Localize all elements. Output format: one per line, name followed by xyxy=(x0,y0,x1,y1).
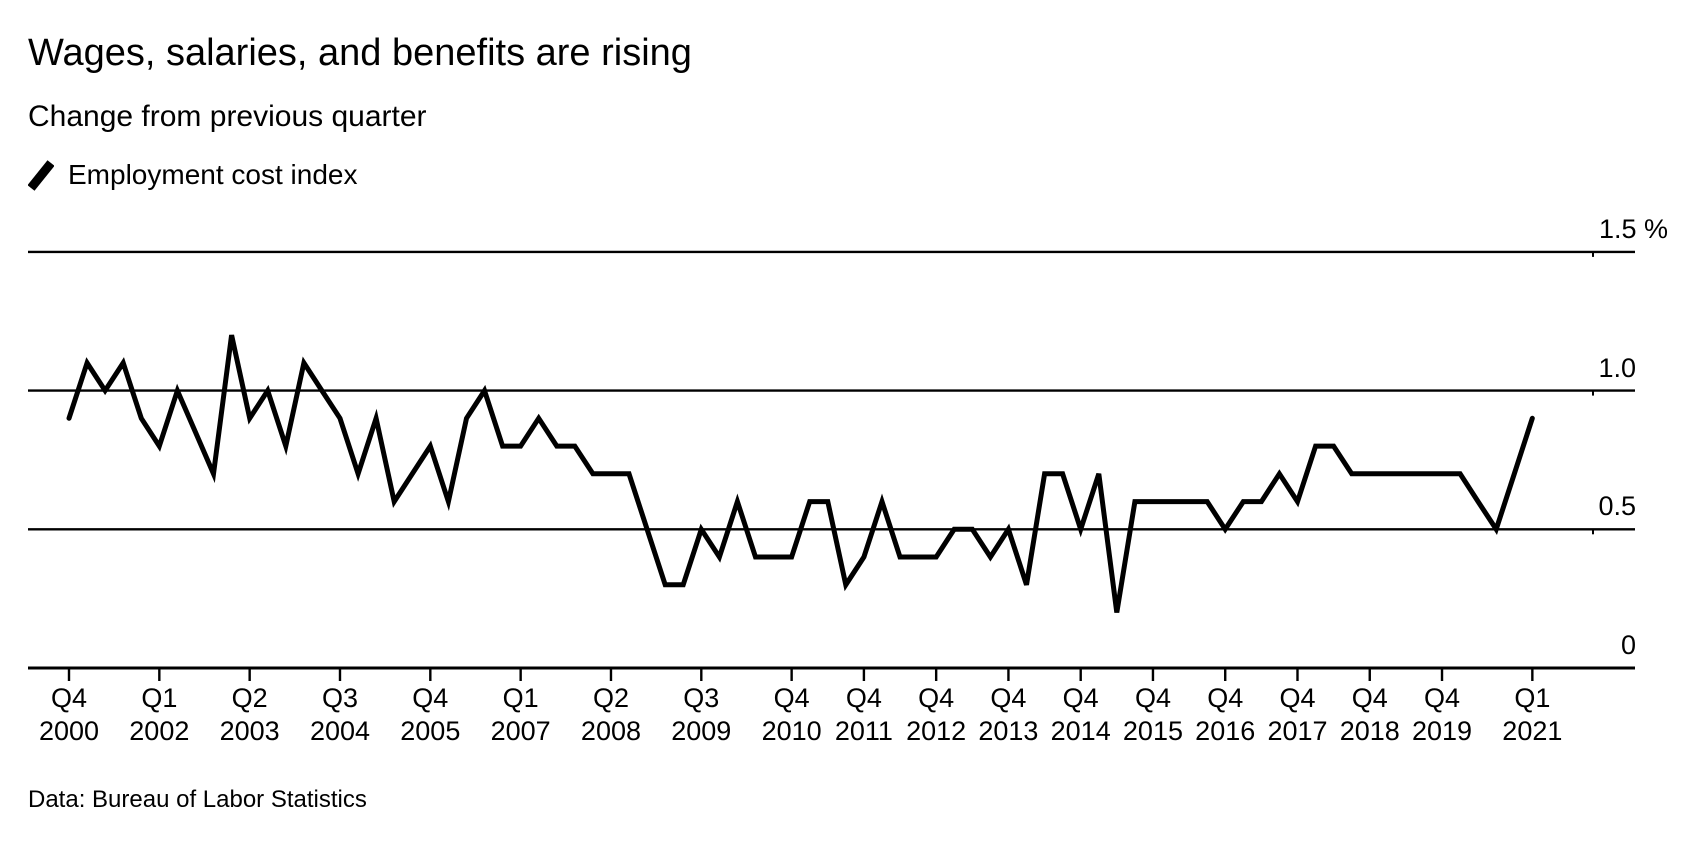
x-axis-label: Q4 2014 xyxy=(1026,682,1136,748)
x-axis-label-year: 2007 xyxy=(490,716,551,746)
x-axis-label-year: 2011 xyxy=(834,716,893,746)
x-axis-label-year: 2003 xyxy=(219,716,280,746)
x-axis-label: Q4 2018 xyxy=(1315,682,1425,748)
x-axis-label: Q4 2012 xyxy=(881,682,991,748)
x-axis-label-quarter: Q4 xyxy=(1351,683,1388,713)
x-axis-label-year: 2021 xyxy=(1502,716,1563,746)
x-axis-label-year: 2012 xyxy=(906,716,967,746)
x-axis-label-quarter: Q3 xyxy=(683,683,720,713)
x-axis-label-quarter: Q4 xyxy=(1207,683,1244,713)
x-axis-label-year: 2000 xyxy=(38,716,100,746)
x-axis-label: Q4 2005 xyxy=(375,682,485,748)
x-axis-label-quarter: Q2 xyxy=(231,683,268,713)
x-axis-label-year: 2019 xyxy=(1411,716,1473,746)
x-axis-label: Q4 2000 xyxy=(14,682,124,748)
x-axis-label-year: 2002 xyxy=(129,716,190,746)
x-axis-label-quarter: Q2 xyxy=(592,683,629,713)
chart-subtitle: Change from previous quarter xyxy=(28,100,427,133)
x-axis-label: Q2 2003 xyxy=(195,682,305,748)
legend-label: Employment cost index xyxy=(68,159,358,190)
x-axis-label-year: 2016 xyxy=(1195,716,1256,746)
data-source-note: Data: Bureau of Labor Statistics xyxy=(28,786,367,813)
y-axis-label: 1.5 % xyxy=(1598,213,1668,244)
x-axis-label-year: 2017 xyxy=(1267,716,1328,746)
x-axis-label-year: 2005 xyxy=(400,716,461,746)
x-axis-label: Q4 2016 xyxy=(1170,682,1280,748)
eci-series-line xyxy=(66,334,1535,613)
x-axis-label-quarter: Q1 xyxy=(502,683,539,713)
x-axis-label-quarter: Q4 xyxy=(773,683,810,713)
legend: Employment cost index xyxy=(28,158,357,192)
x-axis-label: Q3 2004 xyxy=(285,682,395,748)
x-axis-label-quarter: Q4 xyxy=(50,683,88,713)
x-axis-label-year: 2018 xyxy=(1339,716,1400,746)
x-axis-label-quarter: Q4 xyxy=(845,683,882,713)
x-axis-label-year: 2008 xyxy=(580,716,641,746)
x-axis-label: Q2 2008 xyxy=(556,682,666,748)
x-axis-label: Q4 2010 xyxy=(737,682,847,748)
x-axis-label-quarter: Q4 xyxy=(1424,683,1461,713)
line-swatch-icon xyxy=(28,160,54,191)
x-axis-label: Q4 2017 xyxy=(1242,682,1352,748)
x-axis-label: Q3 2009 xyxy=(646,682,756,748)
x-axis-label: Q1 2007 xyxy=(466,682,576,748)
x-axis-label-quarter: Q3 xyxy=(321,683,358,713)
y-axis-label: 0.5 xyxy=(1598,491,1636,522)
x-axis-label: Q4 2019 xyxy=(1387,682,1497,748)
x-axis-label-year: 2014 xyxy=(1050,716,1111,746)
x-axis-label: Q4 2015 xyxy=(1098,682,1208,748)
y-axis-label: 1.0 xyxy=(1598,352,1636,383)
x-axis-label-year: 2013 xyxy=(978,716,1039,746)
x-axis-label-quarter: Q4 xyxy=(1062,683,1099,713)
x-axis-label-quarter: Q1 xyxy=(1514,683,1551,713)
x-axis-label: Q1 2002 xyxy=(104,682,214,748)
x-axis-label: Q1 2021 xyxy=(1477,682,1587,748)
x-axis-label-quarter: Q4 xyxy=(412,683,449,713)
x-axis-label-year: 2015 xyxy=(1122,716,1183,746)
x-axis-label-year: 2004 xyxy=(309,716,371,746)
x-axis-label-quarter: Q4 xyxy=(1134,683,1171,713)
x-axis-label-year: 2010 xyxy=(761,716,822,746)
x-axis-label-quarter: Q1 xyxy=(141,683,178,713)
x-axis-label: Q4 2011 xyxy=(809,682,919,748)
x-axis-label: Q4 2013 xyxy=(953,682,1063,748)
x-axis-label-quarter: Q4 xyxy=(918,683,955,713)
x-axis-label-quarter: Q4 xyxy=(1279,683,1316,713)
x-axis-label-year: 2009 xyxy=(671,716,732,746)
x-axis-label-quarter: Q4 xyxy=(990,683,1027,713)
y-axis-label: 0 xyxy=(1620,630,1636,660)
page-title: Wages, salaries, and benefits are rising xyxy=(28,32,692,74)
